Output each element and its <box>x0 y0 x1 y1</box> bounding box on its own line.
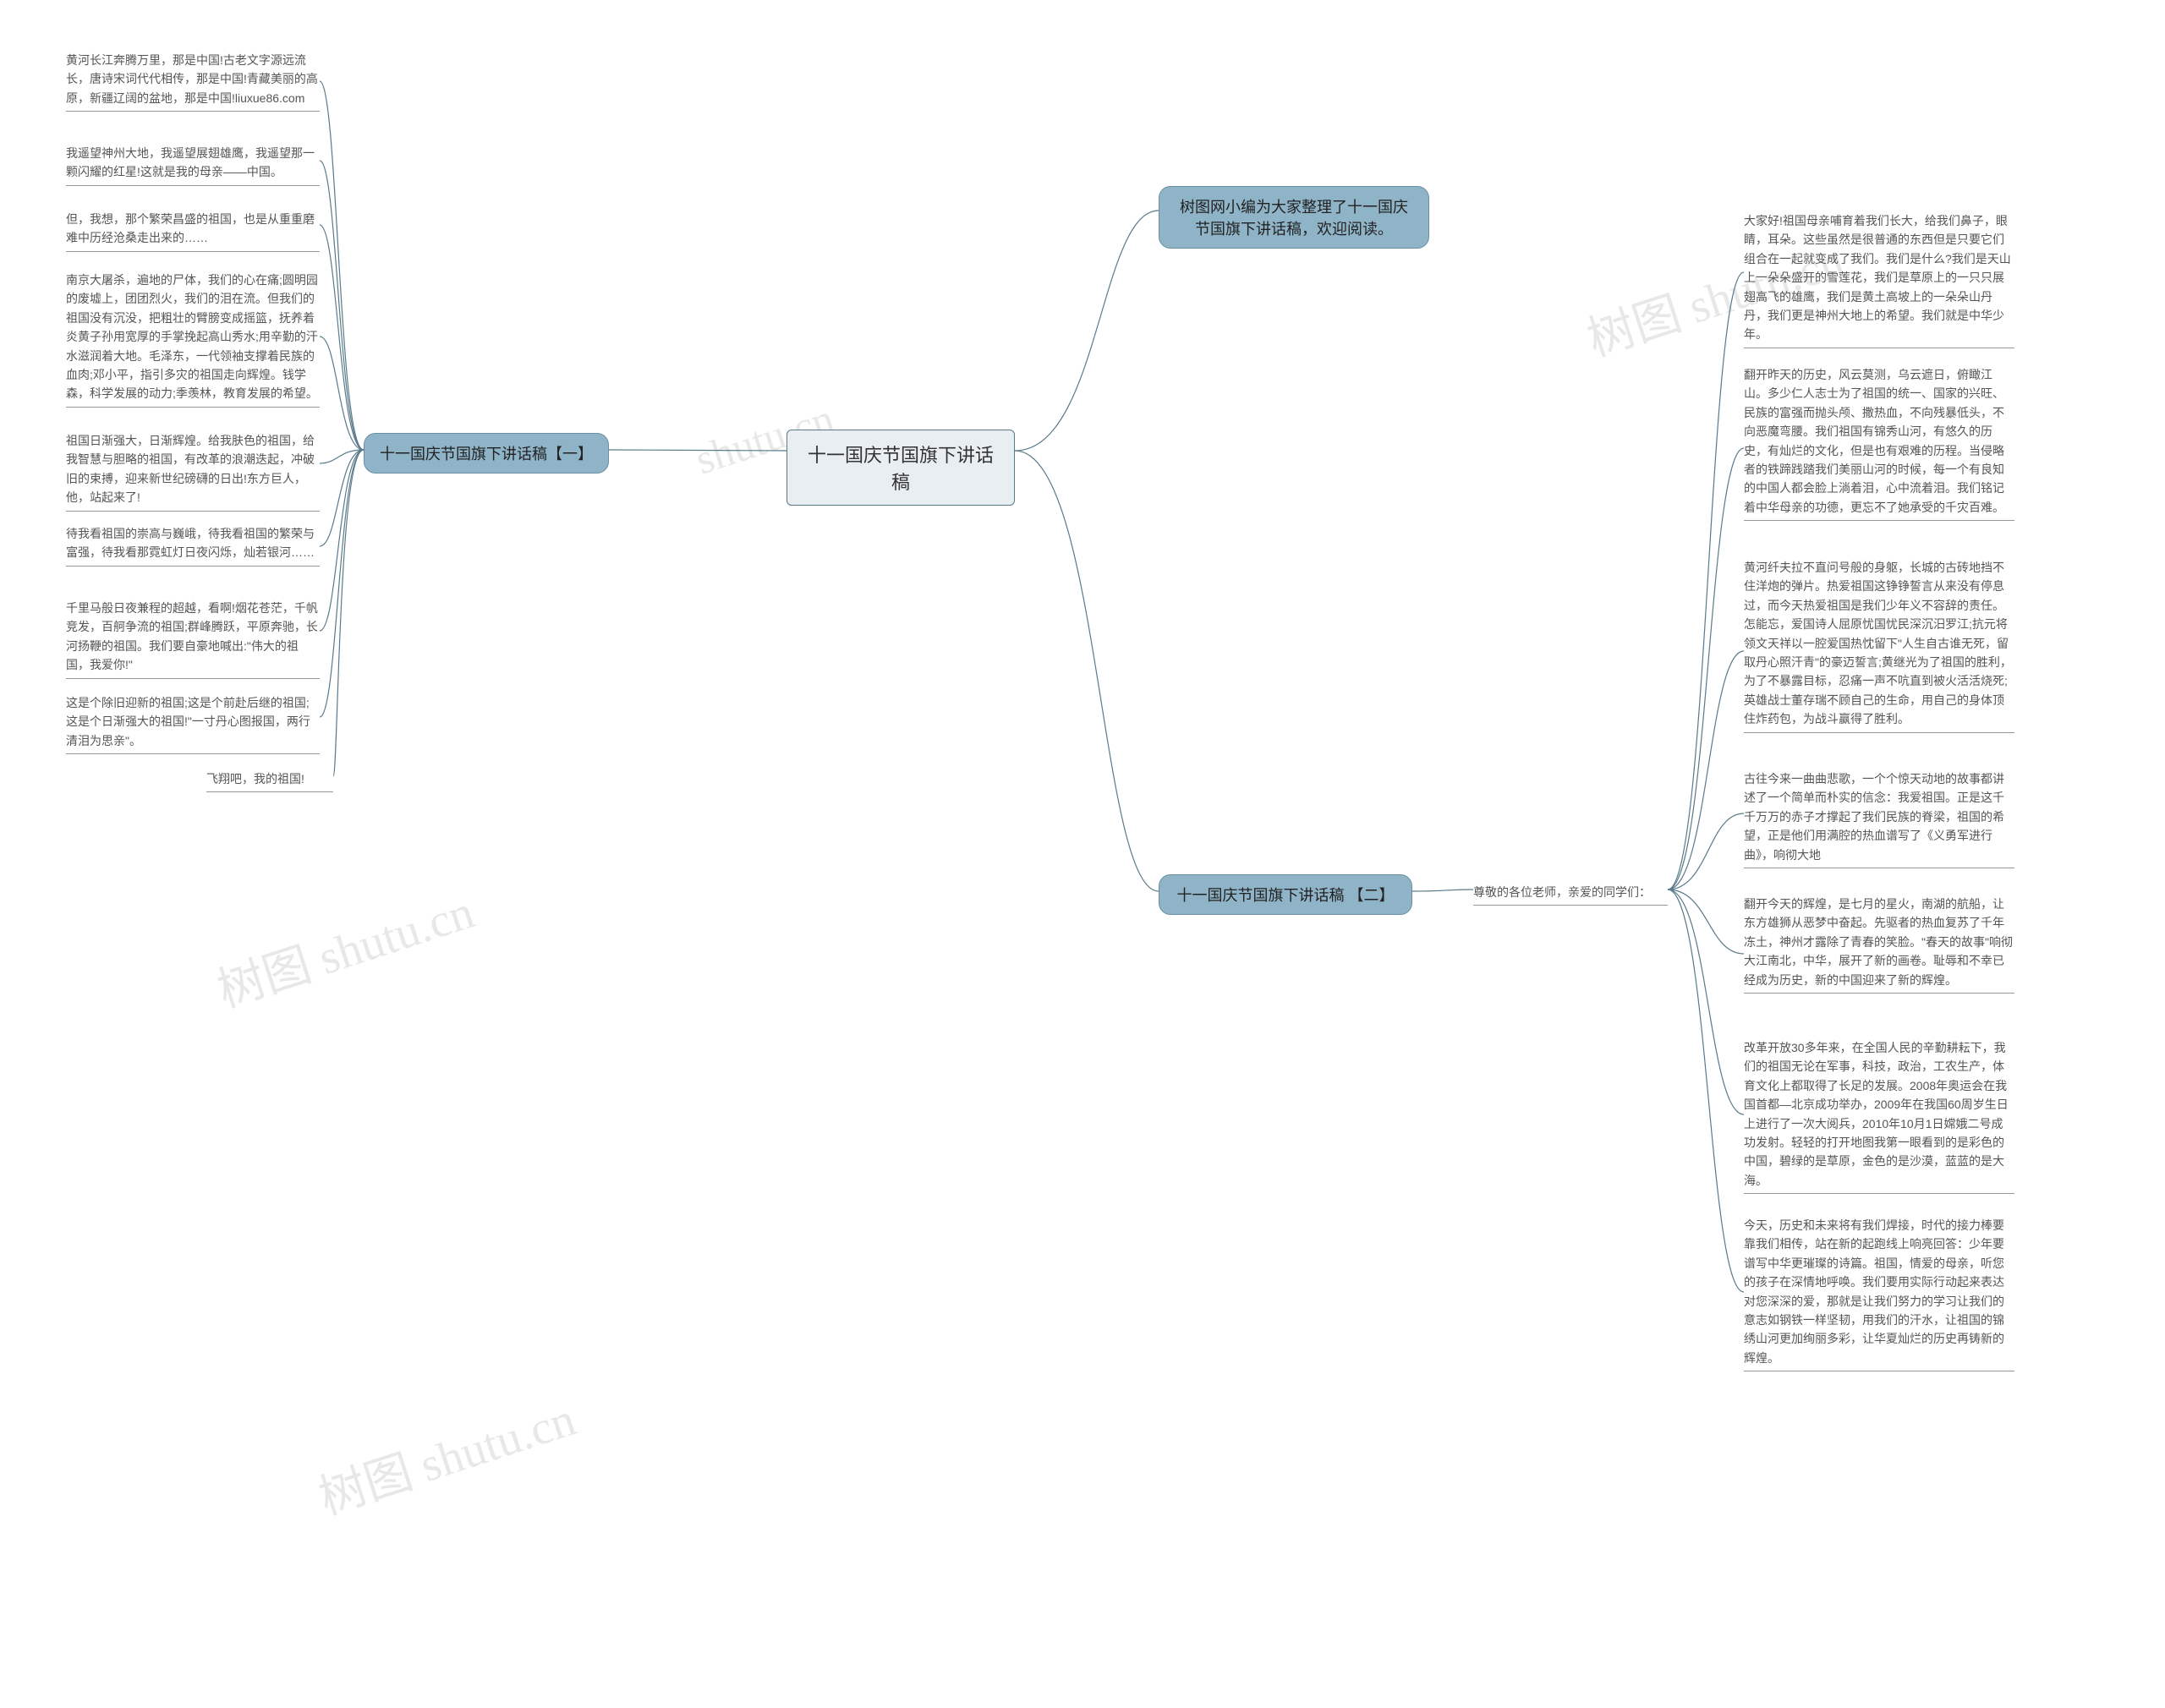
branch-intro-label: 树图网小编为大家整理了十一国庆节国旗下讲话稿，欢迎阅读。 <box>1180 199 1408 238</box>
right-sub-node[interactable]: 尊敬的各位老师，亲爱的同学们： <box>1473 883 1668 906</box>
leaf-right-5[interactable]: 改革开放30多年来，在全国人民的辛勤耕耘下，我们的祖国无论在军事，科技，政治，工… <box>1744 1038 2014 1194</box>
branch-left-label: 十一国庆节国旗下讲话稿【一】 <box>380 446 593 463</box>
root-label: 十一国庆节国旗下讲话稿 <box>808 445 994 493</box>
branch-right-label: 十一国庆节国旗下讲话稿 【二】 <box>1177 887 1395 904</box>
leaf-text: 飞翔吧，我的祖国! <box>206 772 304 786</box>
leaf-left-5[interactable]: 待我看祖国的崇高与巍峨，待我看祖国的繁荣与富强，待我看那霓虹灯日夜闪烁，灿若银河… <box>66 524 320 567</box>
leaf-left-1[interactable]: 我遥望神州大地，我遥望展翅雄鹰，我遥望那一颗闪耀的红星!这就是我的母亲——中国。 <box>66 144 320 186</box>
leaf-text: 翻开昨天的历史，风云莫测，乌云遮日，俯瞰江山。多少仁人志士为了祖国的统一、国家的… <box>1744 368 2004 514</box>
leaf-left-2[interactable]: 但，我想，那个繁荣昌盛的祖国，也是从重重磨难中历经沧桑走出来的…… <box>66 210 320 252</box>
leaf-left-4[interactable]: 祖国日渐强大，日渐辉煌。给我肤色的祖国，给我智慧与胆略的祖国，有改革的浪潮迭起，… <box>66 431 320 512</box>
leaf-right-6[interactable]: 今天，历史和未来将有我们焊接，时代的接力棒要靠我们相传，站在新的起跑线上响亮回答… <box>1744 1216 2014 1371</box>
leaf-right-2[interactable]: 黄河纤夫拉不直问号般的身躯，长城的古砖地挡不住洋炮的弹片。热爱祖国这铮铮誓言从来… <box>1744 558 2014 733</box>
branch-intro[interactable]: 树图网小编为大家整理了十一国庆节国旗下讲话稿，欢迎阅读。 <box>1159 186 1429 249</box>
leaf-left-8[interactable]: 飞翔吧，我的祖国! <box>206 769 333 792</box>
watermark: 树图 shutu.cn <box>207 873 481 1021</box>
leaf-right-3[interactable]: 古往今来一曲曲悲歌，一个个惊天动地的故事都讲述了一个简单而朴实的信念：我爱祖国。… <box>1744 769 2014 868</box>
leaf-text: 今天，历史和未来将有我们焊接，时代的接力棒要靠我们相传，站在新的起跑线上响亮回答… <box>1744 1218 2004 1365</box>
leaf-text: 黄河纤夫拉不直问号般的身躯，长城的古砖地挡不住洋炮的弹片。热爱祖国这铮铮誓言从来… <box>1744 561 2012 725</box>
leaf-text: 祖国日渐强大，日渐辉煌。给我肤色的祖国，给我智慧与胆略的祖国，有改革的浪潮迭起，… <box>66 434 315 504</box>
leaf-text: 翻开今天的辉煌，是七月的星火，南湖的航船，让东方雄狮从恶梦中奋起。先驱者的热血复… <box>1744 897 2013 987</box>
leaf-right-0[interactable]: 大家好!祖国母亲哺育着我们长大，给我们鼻子，眼睛，耳朵。这些虽然是很普通的东西但… <box>1744 211 2014 348</box>
leaf-text: 古往今来一曲曲悲歌，一个个惊天动地的故事都讲述了一个简单而朴实的信念：我爱祖国。… <box>1744 772 2004 862</box>
leaf-left-6[interactable]: 千里马般日夜兼程的超越，看啊!烟花苍茫，千帆竞发，百舸争流的祖国;群峰腾跃，平原… <box>66 599 320 679</box>
right-sub-label: 尊敬的各位老师，亲爱的同学们： <box>1473 885 1651 899</box>
branch-right[interactable]: 十一国庆节国旗下讲话稿 【二】 <box>1159 874 1412 915</box>
leaf-text: 但，我想，那个繁荣昌盛的祖国，也是从重重磨难中历经沧桑走出来的…… <box>66 212 315 244</box>
leaf-left-3[interactable]: 南京大屠杀，遍地的尸体，我们的心在痛;圆明园的废墟上，团团烈火，我们的泪在流。但… <box>66 271 320 408</box>
leaf-text: 千里马般日夜兼程的超越，看啊!烟花苍茫，千帆竞发，百舸争流的祖国;群峰腾跃，平原… <box>66 601 318 671</box>
leaf-text: 南京大屠杀，遍地的尸体，我们的心在痛;圆明园的废墟上，团团烈火，我们的泪在流。但… <box>66 273 318 400</box>
leaf-text: 改革开放30多年来，在全国人民的辛勤耕耘下，我们的祖国无论在军事，科技，政治，工… <box>1744 1041 2009 1187</box>
leaf-left-0[interactable]: 黄河长江奔腾万里，那是中国!古老文字源远流长，唐诗宋词代代相传，那是中国!青藏美… <box>66 51 320 112</box>
watermark: 树图 shutu.cn <box>309 1381 583 1528</box>
leaf-right-4[interactable]: 翻开今天的辉煌，是七月的星火，南湖的航船，让东方雄狮从恶梦中奋起。先驱者的热血复… <box>1744 895 2014 994</box>
branch-left[interactable]: 十一国庆节国旗下讲话稿【一】 <box>364 433 609 474</box>
leaf-right-1[interactable]: 翻开昨天的历史，风云莫测，乌云遮日，俯瞰江山。多少仁人志士为了祖国的统一、国家的… <box>1744 365 2014 521</box>
leaf-text: 黄河长江奔腾万里，那是中国!古老文字源远流长，唐诗宋词代代相传，那是中国!青藏美… <box>66 53 318 105</box>
leaf-text: 我遥望神州大地，我遥望展翅雄鹰，我遥望那一颗闪耀的红星!这就是我的母亲——中国。 <box>66 146 315 178</box>
leaf-text: 这是个除旧迎新的祖国;这是个前赴后继的祖国;这是个日渐强大的祖国!"一寸丹心图报… <box>66 696 310 747</box>
leaf-text: 大家好!祖国母亲哺育着我们长大，给我们鼻子，眼睛，耳朵。这些虽然是很普通的东西但… <box>1744 214 2011 341</box>
root-node[interactable]: 十一国庆节国旗下讲话稿 <box>787 430 1015 506</box>
leaf-text: 待我看祖国的崇高与巍峨，待我看祖国的繁荣与富强，待我看那霓虹灯日夜闪烁，灿若银河… <box>66 527 315 559</box>
leaf-left-7[interactable]: 这是个除旧迎新的祖国;这是个前赴后继的祖国;这是个日渐强大的祖国!"一寸丹心图报… <box>66 693 320 754</box>
